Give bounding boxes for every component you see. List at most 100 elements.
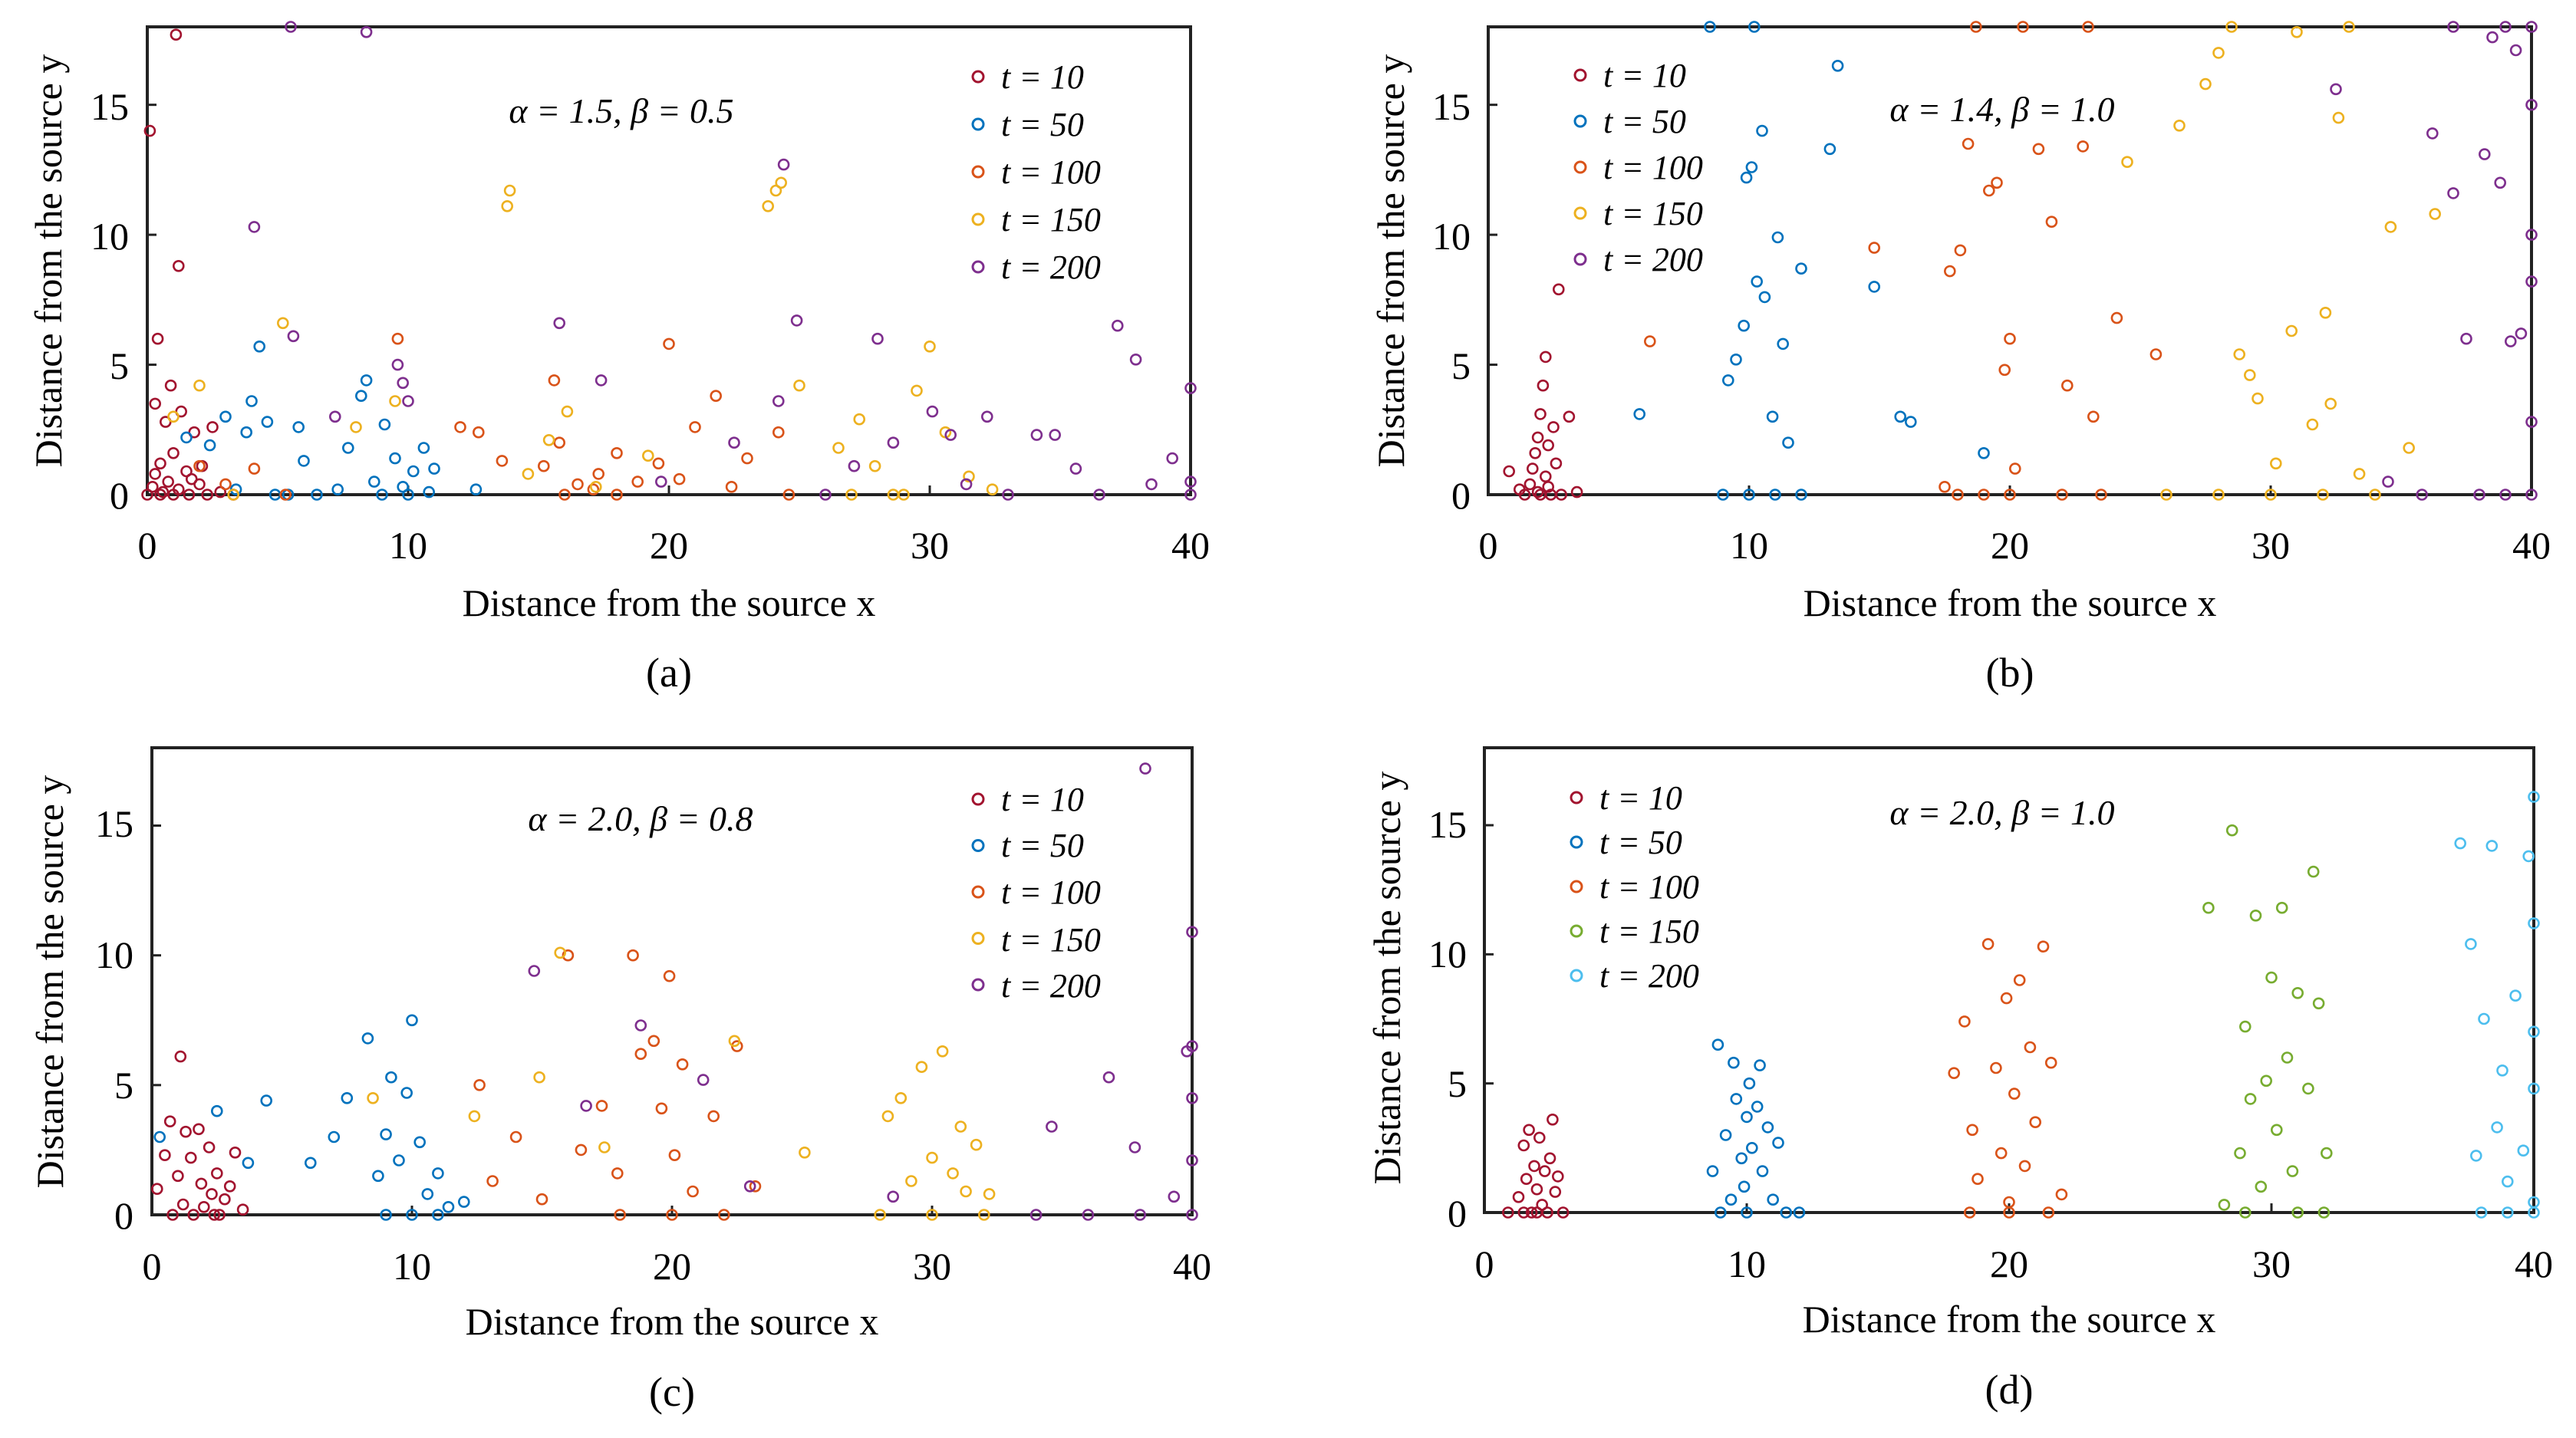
data-point (468, 1110, 481, 1123)
data-point (253, 340, 266, 353)
data-point (819, 489, 832, 501)
series-t50 (1706, 1038, 1806, 1219)
data-point (772, 395, 785, 407)
data-point (647, 1035, 660, 1048)
data-point (1758, 291, 1771, 304)
data-point (2160, 489, 2172, 501)
data-point (598, 1141, 611, 1153)
data-point (960, 1185, 972, 1198)
data-point (2515, 327, 2528, 340)
data-point (2479, 148, 2491, 160)
panel-parameters: α = 2.0, β = 1.0 (1889, 793, 2114, 832)
data-point (611, 446, 623, 459)
data-point (2244, 369, 2256, 381)
data-point (1735, 1152, 1748, 1165)
data-point (1550, 457, 1563, 470)
data-point (1184, 475, 1197, 488)
data-point (553, 436, 566, 449)
data-point (1948, 1067, 1960, 1079)
legend-marker (1573, 114, 1587, 128)
data-point (1002, 489, 1014, 501)
series-t200 (2454, 791, 2540, 1219)
data-point (2082, 21, 2094, 33)
data-point (2173, 120, 2186, 132)
data-point (1553, 283, 1565, 296)
data-point (654, 475, 667, 488)
data-point (947, 1167, 959, 1180)
data-point (1730, 353, 1742, 366)
data-point (561, 405, 574, 418)
data-point (1966, 1124, 1978, 1137)
data-point (1748, 21, 1761, 33)
series-t10 (141, 28, 240, 501)
data-point (1780, 1206, 1793, 1219)
data-point (166, 1209, 179, 1221)
data-point (2525, 229, 2538, 241)
data-point (1823, 143, 1836, 156)
x-tick-label: 0 (143, 1245, 162, 1288)
data-point (749, 1180, 762, 1193)
data-point (195, 1177, 208, 1190)
data-point (2045, 216, 2058, 229)
data-point (2525, 275, 2538, 288)
data-point (743, 1180, 756, 1193)
y-tick-label: 0 (110, 474, 129, 517)
x-tick-label: 20 (653, 1245, 691, 1288)
data-point (1128, 1141, 1141, 1153)
data-point (2502, 1175, 2514, 1188)
data-point (926, 1209, 938, 1221)
data-point (1517, 1139, 1530, 1152)
data-point (203, 1141, 216, 1153)
data-point (153, 1130, 166, 1143)
data-point (292, 421, 305, 433)
data-point (240, 426, 253, 439)
data-point (853, 413, 865, 426)
legend-marker (971, 792, 985, 806)
data-point (1958, 1015, 1971, 1028)
data-point (428, 462, 440, 475)
data-point (894, 1092, 908, 1104)
x-tick-label: 40 (1171, 524, 1210, 567)
data-point (1767, 1193, 1779, 1206)
data-point (1962, 137, 1975, 150)
data-point (2239, 1020, 2252, 1033)
plot-area (1483, 746, 2540, 1219)
data-point (1082, 1209, 1095, 1221)
data-point (2003, 1206, 2015, 1219)
data-point (589, 480, 602, 493)
series-t150 (167, 176, 999, 501)
data-point (2212, 47, 2225, 59)
data-point (472, 426, 485, 439)
data-point (2017, 21, 2029, 33)
plot-area (141, 21, 1197, 501)
data-point (1777, 337, 1789, 350)
data-point (799, 1147, 811, 1159)
data-point (154, 489, 166, 501)
legend-entry: t = 10 (1599, 779, 1682, 817)
data-point (554, 946, 567, 959)
data-point (509, 1130, 522, 1143)
x-tick-label: 10 (1730, 524, 1768, 567)
data-point (676, 1058, 689, 1071)
x-tick-labels: 0 10 20 30 40 (143, 1245, 1212, 1288)
data-point (1186, 1209, 1198, 1221)
data-point (2525, 416, 2538, 428)
x-tick-label: 30 (913, 1245, 951, 1288)
data-point (1547, 1114, 1559, 1126)
data-point (185, 1151, 197, 1164)
data-point (1552, 1170, 1564, 1183)
data-point (2499, 21, 2512, 33)
data-point (360, 25, 373, 38)
data-point (2044, 1056, 2057, 1069)
data-point (1525, 1206, 1538, 1219)
data-point (562, 949, 575, 962)
y-axis-label: Distance from the source y (27, 54, 70, 468)
x-tick-label: 30 (2252, 1242, 2291, 1285)
panel-label: (c) (649, 1369, 695, 1415)
y-tick-label: 10 (1432, 215, 1471, 258)
data-point (1978, 489, 1990, 501)
x-tick-label: 20 (1991, 524, 2029, 567)
y-tick-label: 15 (91, 85, 129, 128)
data-point (1981, 938, 1995, 950)
data-point (473, 1079, 486, 1091)
